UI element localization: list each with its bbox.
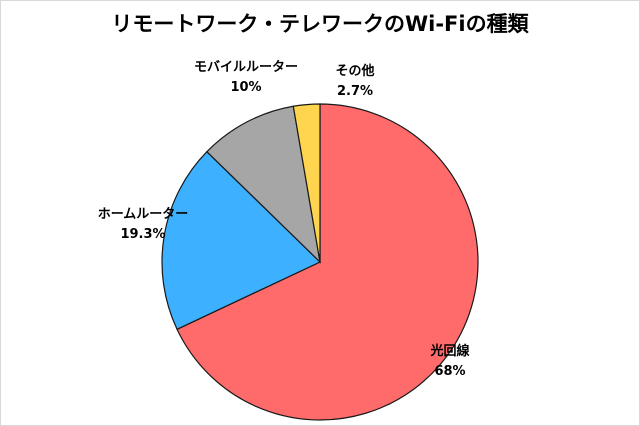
slice-name-fiber: 光回線 [430,344,470,359]
slice-name-home-router: ホームルーター [97,207,189,222]
slice-label-mobile-router: モバイルルーター 10% [176,58,316,98]
slice-value-fiber: 68% [434,364,466,379]
slice-mobile-router [206,105,321,264]
slice-home-router [161,150,322,331]
slice-other [292,103,321,263]
slice-fiber [176,103,479,421]
slice-name-other: その他 [335,64,375,79]
slice-label-fiber: 光回線 68% [410,342,490,382]
chart-title: リモートワーク・テレワークのWi-Fiの種類 [111,12,529,36]
slice-value-other: 2.7% [336,84,374,99]
slice-value-mobile-router: 10% [230,80,262,95]
slice-value-home-router: 19.3% [120,227,166,242]
slice-label-other: その他 2.7% [320,62,390,102]
slice-name-mobile-router: モバイルルーター [193,60,298,75]
slice-label-home-router: ホームルーター 19.3% [78,205,208,245]
